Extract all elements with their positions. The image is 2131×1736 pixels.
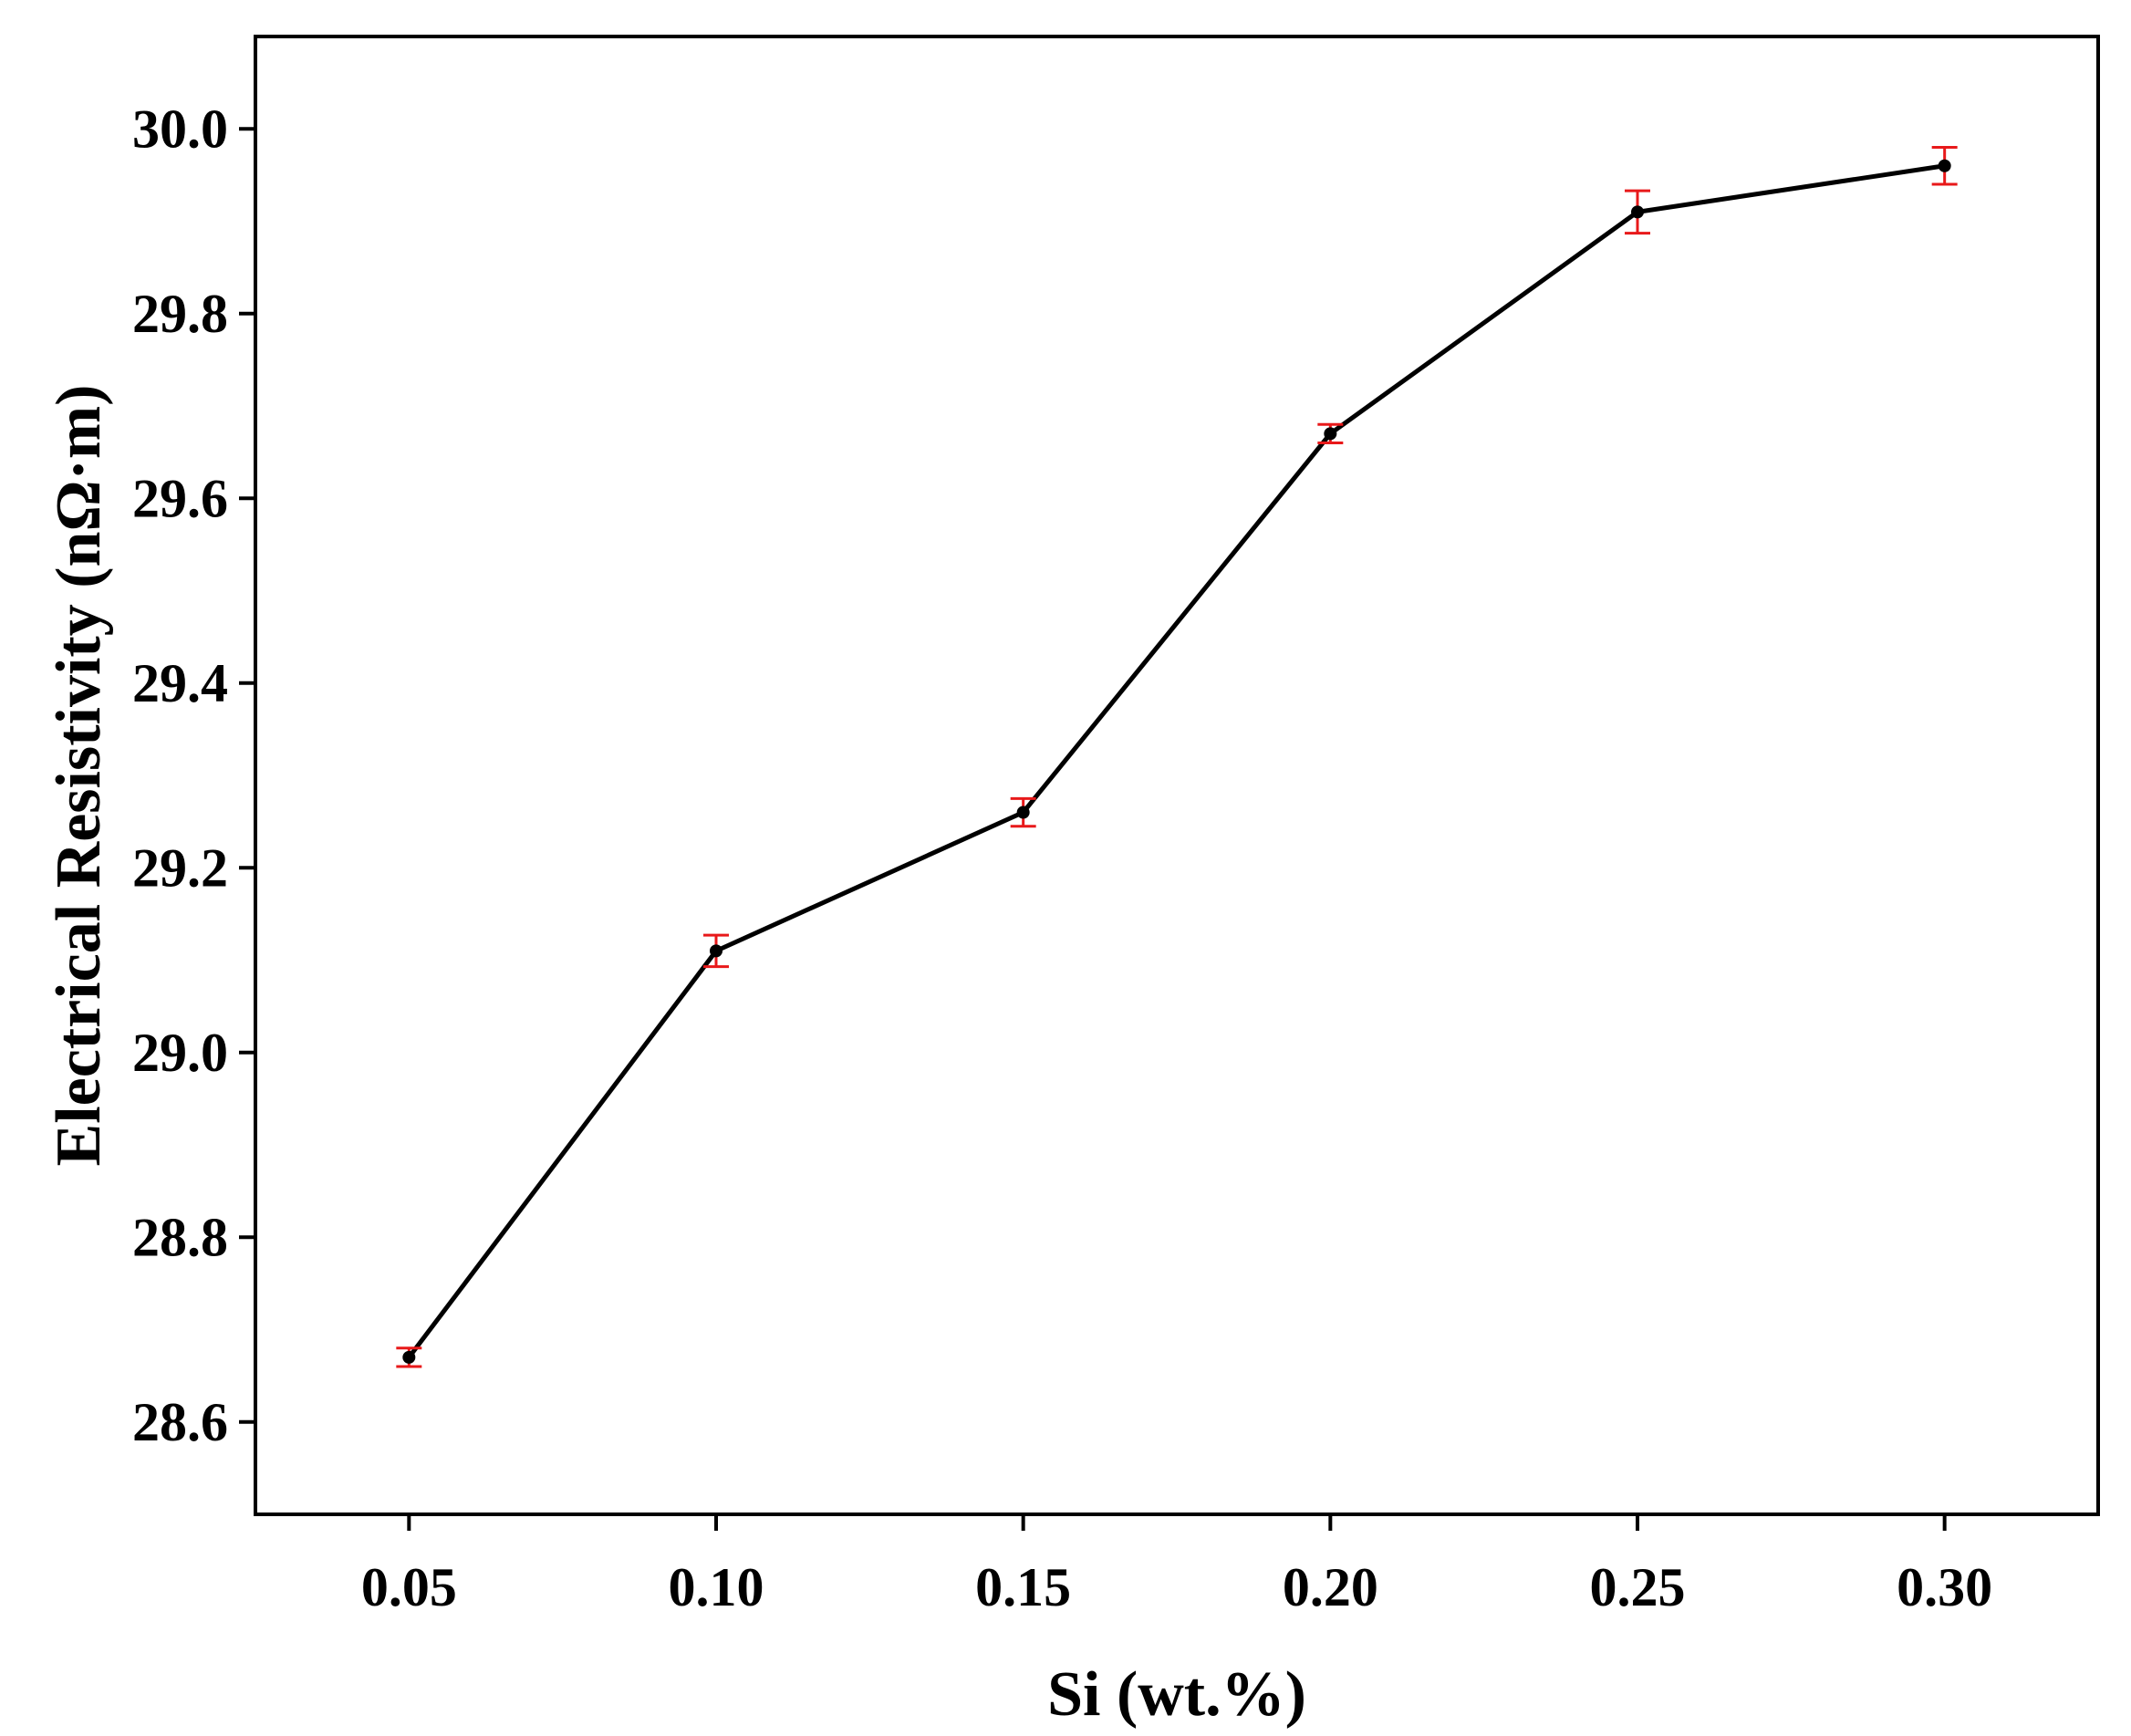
- series-line: [407, 163, 1946, 1359]
- y-tick-label: 29.4: [132, 653, 228, 713]
- x-tick-label: 0.15: [975, 1557, 1071, 1617]
- x-tick-label: 0.25: [1590, 1557, 1686, 1617]
- data-point: [710, 944, 722, 958]
- y-tick-label: 28.8: [132, 1207, 228, 1267]
- axes: [254, 35, 2100, 1516]
- y-tick-label: 29.8: [132, 284, 228, 344]
- y-tick-label: 29.6: [132, 468, 228, 528]
- x-tick-label: 0.10: [669, 1557, 764, 1617]
- x-axis-title: Si (wt.%): [1047, 1659, 1306, 1730]
- y-tick-label: 30.0: [132, 99, 228, 159]
- data-point: [402, 1350, 416, 1364]
- data-point: [1631, 205, 1644, 219]
- x-axis-ticks: 0.05 0.10 0.15 0.20 0.25 0.30: [361, 1514, 1992, 1617]
- data-point: [1938, 159, 1951, 172]
- y-axis-ticks: 28.6 28.8 29.0 29.2 29.4 29.6 29.8 30.0: [132, 99, 255, 1452]
- x-tick-label: 0.05: [361, 1557, 457, 1617]
- x-tick-label: 0.20: [1283, 1557, 1378, 1617]
- data-point: [1016, 806, 1030, 819]
- y-tick-label: 28.6: [132, 1392, 228, 1452]
- y-axis-title: Electrical Resistivity (nΩ·m): [44, 385, 114, 1167]
- x-tick-label: 0.30: [1897, 1557, 1992, 1617]
- series: [396, 146, 1958, 1368]
- data-point: [1324, 427, 1337, 441]
- plot-frame: [254, 35, 2100, 1516]
- y-tick-label: 29.0: [132, 1023, 228, 1083]
- y-tick-label: 29.2: [132, 837, 228, 898]
